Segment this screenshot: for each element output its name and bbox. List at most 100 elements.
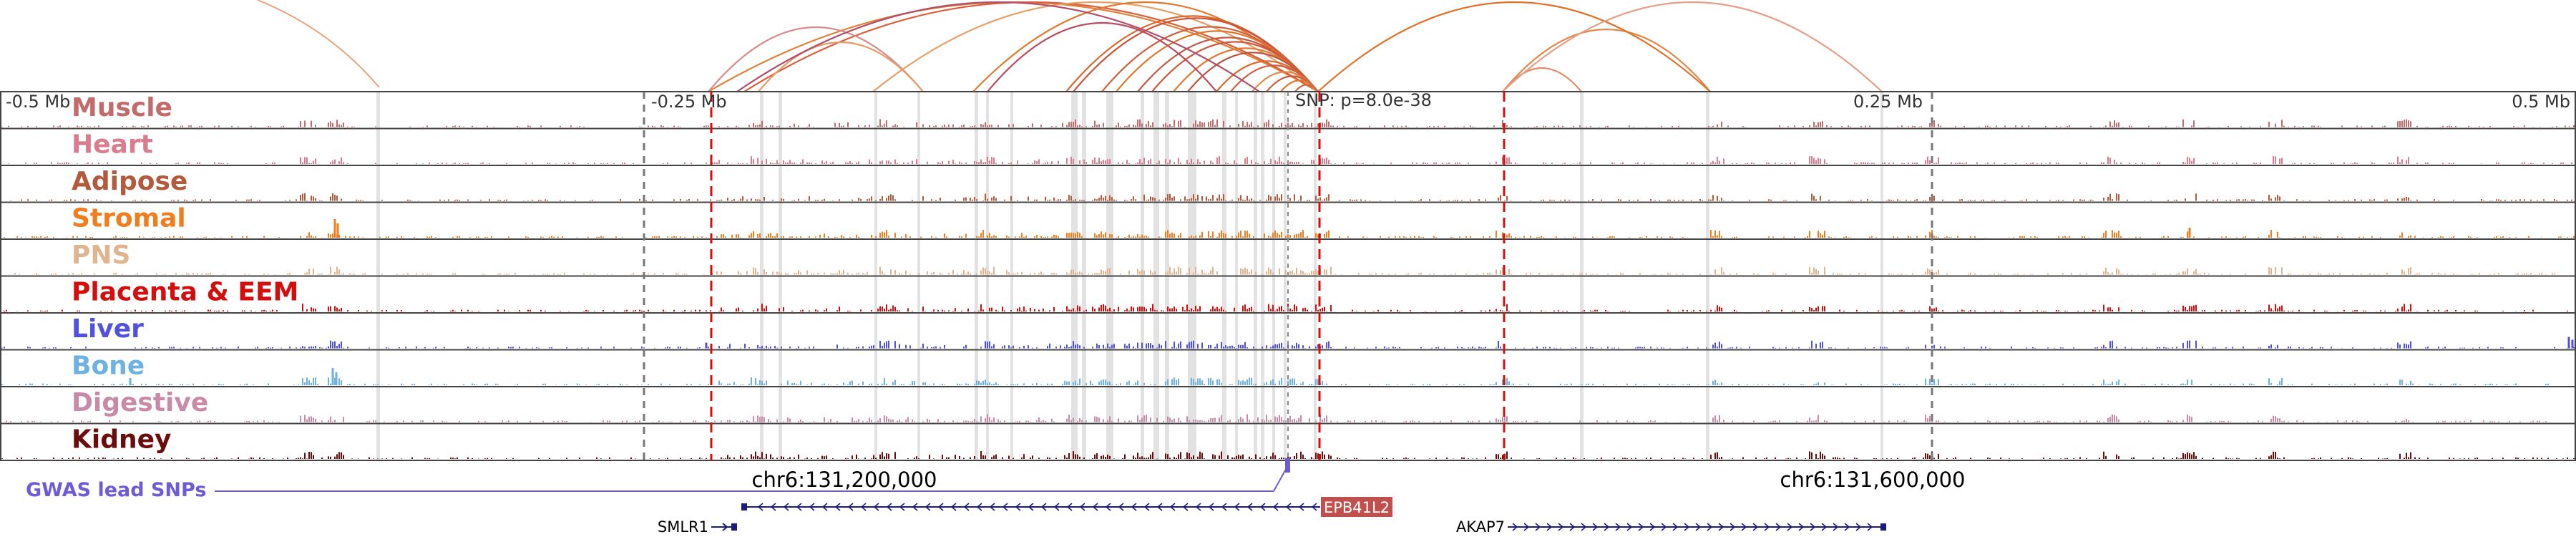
signal-bars xyxy=(0,230,2575,238)
strand-arrow xyxy=(1015,503,1021,511)
signal-peak xyxy=(705,337,2574,349)
strand-arrow xyxy=(1672,523,1679,531)
signal-bars xyxy=(10,193,2572,201)
loop-arc xyxy=(743,1,1319,92)
strand-arrow xyxy=(1246,503,1253,511)
strand-arrow xyxy=(1707,523,1713,531)
strand-arrow xyxy=(847,503,854,511)
strand-arrow xyxy=(1855,523,1862,531)
signal-bars xyxy=(4,304,2568,311)
scale-label-pos-0.25: 0.25 Mb xyxy=(1853,92,1923,112)
strand-arrow xyxy=(1259,503,1266,511)
strand-arrow xyxy=(1195,503,1201,511)
loop-arc xyxy=(708,26,924,92)
gene-epb41l2: EPB41L2 xyxy=(741,497,1392,517)
loop-arc xyxy=(1502,67,1582,92)
signal-bars xyxy=(6,414,2547,422)
track-label: Stromal xyxy=(72,204,186,233)
strand-arrow xyxy=(1234,503,1240,511)
signal-peak xyxy=(333,219,2191,238)
signal-bars xyxy=(1,377,2549,385)
strand-arrow xyxy=(1684,523,1690,531)
loop-arc xyxy=(1294,84,1319,92)
track-label: Heart xyxy=(72,130,153,160)
strand-arrow xyxy=(1040,503,1047,511)
gwas-label: GWAS lead SNPs xyxy=(26,479,206,501)
track-liver xyxy=(0,312,2576,349)
strand-arrow xyxy=(1764,523,1770,531)
loop-arcs xyxy=(257,0,1883,92)
strand-arrow xyxy=(1118,503,1124,511)
track-label: Liver xyxy=(72,314,144,344)
strand-arrow xyxy=(1028,503,1034,511)
strand-arrow xyxy=(886,503,892,511)
strand-arrow xyxy=(1169,503,1176,511)
strand-arrow xyxy=(1867,523,1873,531)
strand-arrow xyxy=(834,503,841,511)
strand-arrow xyxy=(1638,523,1644,531)
track-label: Bone xyxy=(72,352,145,381)
strand-arrow xyxy=(1143,503,1150,511)
gene-akap7: AKAP7 xyxy=(1456,518,1886,536)
loop-arc xyxy=(987,22,1217,92)
strand-arrow xyxy=(1798,523,1805,531)
strand-arrow xyxy=(1053,503,1060,511)
strand-arrow xyxy=(1208,503,1214,511)
strand-arrow xyxy=(1741,523,1747,531)
strand-arrow xyxy=(860,503,867,511)
snp-pvalue-label: SNP: p=8.0e-38 xyxy=(1295,90,1432,110)
gwas-row: GWAS lead SNPs xyxy=(26,458,1290,501)
strand-arrow xyxy=(1821,523,1828,531)
strand-arrow xyxy=(1718,523,1724,531)
strand-arrow xyxy=(1649,523,1656,531)
strand-arrow xyxy=(1604,523,1610,531)
strand-arrow xyxy=(1002,503,1008,511)
track-label: Kidney xyxy=(72,425,172,455)
scale-label-neg-0.5: -0.5 Mb xyxy=(6,92,70,112)
strand-arrow xyxy=(989,503,995,511)
strand-arrow xyxy=(1156,503,1163,511)
track-label: Adipose xyxy=(72,167,187,196)
track-adipose xyxy=(0,165,2576,201)
strand-arrow xyxy=(1105,503,1111,511)
strand-arrow xyxy=(976,503,982,511)
strand-arrow xyxy=(937,503,944,511)
track-kidney xyxy=(0,422,2576,459)
signal-bars xyxy=(8,156,2572,164)
signal-bars xyxy=(1,340,2575,349)
signal-bars xyxy=(1,451,2575,459)
strand-arrow xyxy=(1311,503,1317,511)
strand-arrows-plus xyxy=(1512,523,1873,531)
signal-bars xyxy=(8,266,2555,275)
gene-name-smlr1: SMLR1 xyxy=(658,518,708,536)
strand-arrow xyxy=(809,503,815,511)
track-label: Placenta & EEM xyxy=(72,278,298,307)
scale-label-neg-0.25: -0.25 Mb xyxy=(651,92,727,112)
gwas-snp-marker xyxy=(1285,458,1290,473)
strand-arrow xyxy=(1182,503,1189,511)
strand-arrow xyxy=(1079,503,1085,511)
strand-arrow xyxy=(1131,503,1137,511)
signal-tracks xyxy=(0,91,2576,461)
coordinate-label-1: chr6:131,200,000 xyxy=(752,468,937,492)
strand-arrow xyxy=(1810,523,1816,531)
strand-arrow xyxy=(1787,523,1793,531)
strand-arrow xyxy=(1729,523,1736,531)
strand-arrow xyxy=(1546,523,1553,531)
gene-name-akap7: AKAP7 xyxy=(1456,518,1505,536)
gene-name-highlight xyxy=(1321,497,1392,517)
strand-arrow xyxy=(1581,523,1587,531)
signal-bars xyxy=(0,119,2575,127)
strand-arrow xyxy=(1272,503,1279,511)
strand-arrow xyxy=(796,503,802,511)
strand-arrow xyxy=(1066,503,1073,511)
strand-arrow xyxy=(912,503,918,511)
track-label: Digestive xyxy=(72,388,208,417)
strand-arrow xyxy=(950,503,957,511)
track-labels: Muscle Heart Adipose Stromal PNS Placenta & E… xyxy=(72,93,298,455)
signal-peak xyxy=(129,368,338,385)
strand-arrow xyxy=(963,503,970,511)
strand-arrow xyxy=(1092,503,1098,511)
gene-track: EPB41L2 SMLR1 AKAP7 xyxy=(658,497,1886,536)
strand-arrow xyxy=(1752,523,1759,531)
